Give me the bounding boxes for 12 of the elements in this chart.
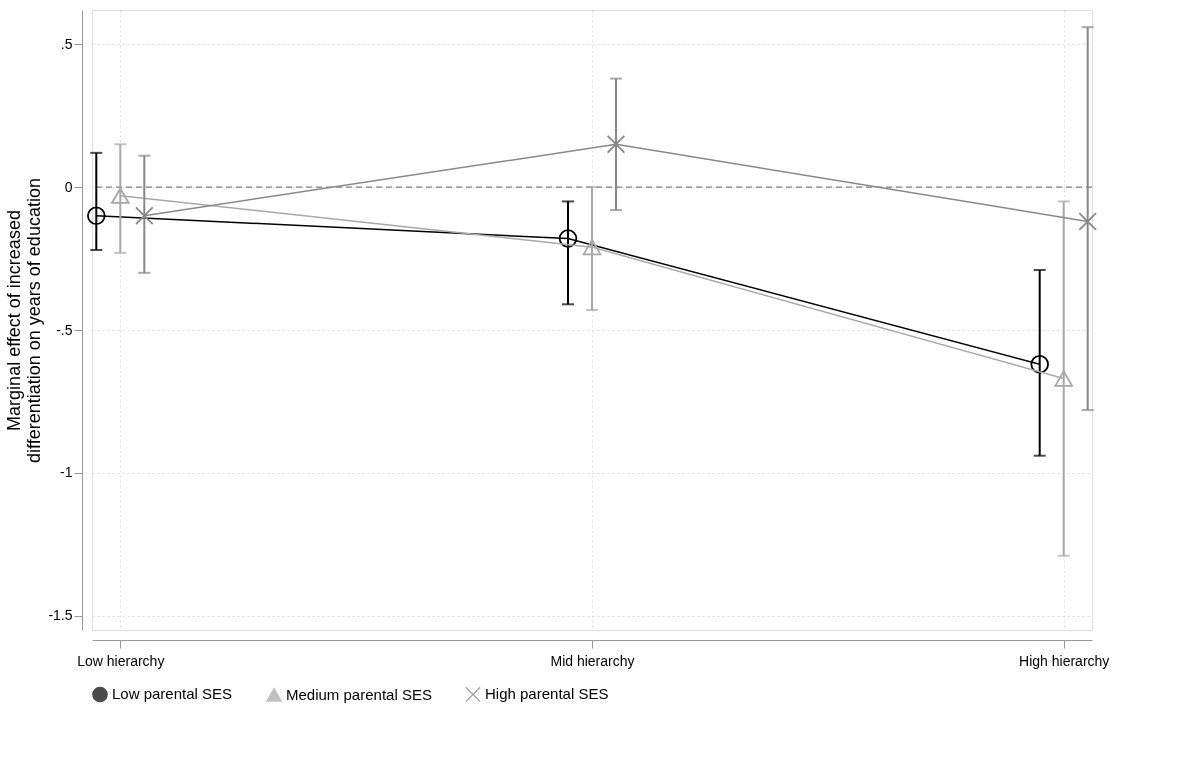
y-tick-label: 0 (64, 178, 73, 195)
x-tick-label: Low hierarchy (77, 652, 165, 669)
x-tick-label: High hierarchy (1019, 652, 1110, 669)
legend-label: Low parental SES (112, 685, 233, 703)
y-tick-label: -1.5 (48, 607, 73, 624)
legend-label: Medium parental SES (286, 685, 432, 703)
y-tick-label: -1 (60, 464, 73, 481)
y-tick-label: -.5 (56, 321, 73, 338)
x-tick-label: Mid hierarchy (550, 652, 635, 669)
y-axis-title: Marginal effect of increased differentiation on years of education (4, 178, 45, 463)
y-tick-label: .5 (60, 35, 73, 52)
legend-label: High parental SES (485, 685, 609, 703)
